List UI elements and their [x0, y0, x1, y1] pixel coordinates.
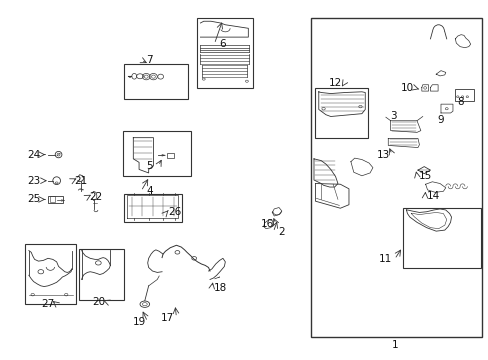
- Text: 2: 2: [278, 227, 285, 237]
- Text: 22: 22: [89, 192, 102, 202]
- Bar: [166, 153, 173, 158]
- Text: 26: 26: [168, 207, 181, 217]
- Bar: [454, 89, 472, 100]
- Bar: [50, 196, 55, 202]
- Bar: [122, 131, 190, 176]
- Bar: [123, 64, 187, 99]
- Bar: [25, 243, 76, 304]
- Bar: [48, 195, 63, 203]
- Text: 7: 7: [146, 55, 153, 65]
- Text: 12: 12: [328, 78, 342, 88]
- Text: 3: 3: [389, 112, 396, 121]
- Text: 6: 6: [219, 39, 226, 49]
- Bar: [196, 18, 253, 88]
- Text: 4: 4: [146, 186, 153, 196]
- Text: 9: 9: [437, 115, 444, 125]
- Text: 15: 15: [418, 171, 431, 181]
- Text: 1: 1: [391, 340, 398, 350]
- Bar: [402, 208, 480, 268]
- Text: 14: 14: [427, 191, 440, 201]
- Text: 13: 13: [376, 150, 389, 159]
- Bar: [79, 249, 123, 300]
- Text: 16: 16: [260, 219, 274, 229]
- Bar: [123, 194, 182, 222]
- Text: 17: 17: [161, 312, 174, 323]
- Text: 19: 19: [132, 317, 145, 327]
- Text: 8: 8: [456, 98, 463, 107]
- Text: 18: 18: [213, 283, 227, 293]
- Text: 27: 27: [41, 299, 55, 309]
- Bar: [310, 18, 481, 337]
- Text: 11: 11: [379, 255, 392, 264]
- Text: 24: 24: [27, 150, 40, 159]
- Text: 21: 21: [74, 176, 87, 186]
- Text: 20: 20: [92, 297, 105, 307]
- Text: 25: 25: [27, 194, 40, 204]
- Text: 5: 5: [146, 161, 153, 171]
- Bar: [315, 88, 367, 138]
- Text: 23: 23: [27, 176, 40, 186]
- Text: 10: 10: [400, 83, 413, 93]
